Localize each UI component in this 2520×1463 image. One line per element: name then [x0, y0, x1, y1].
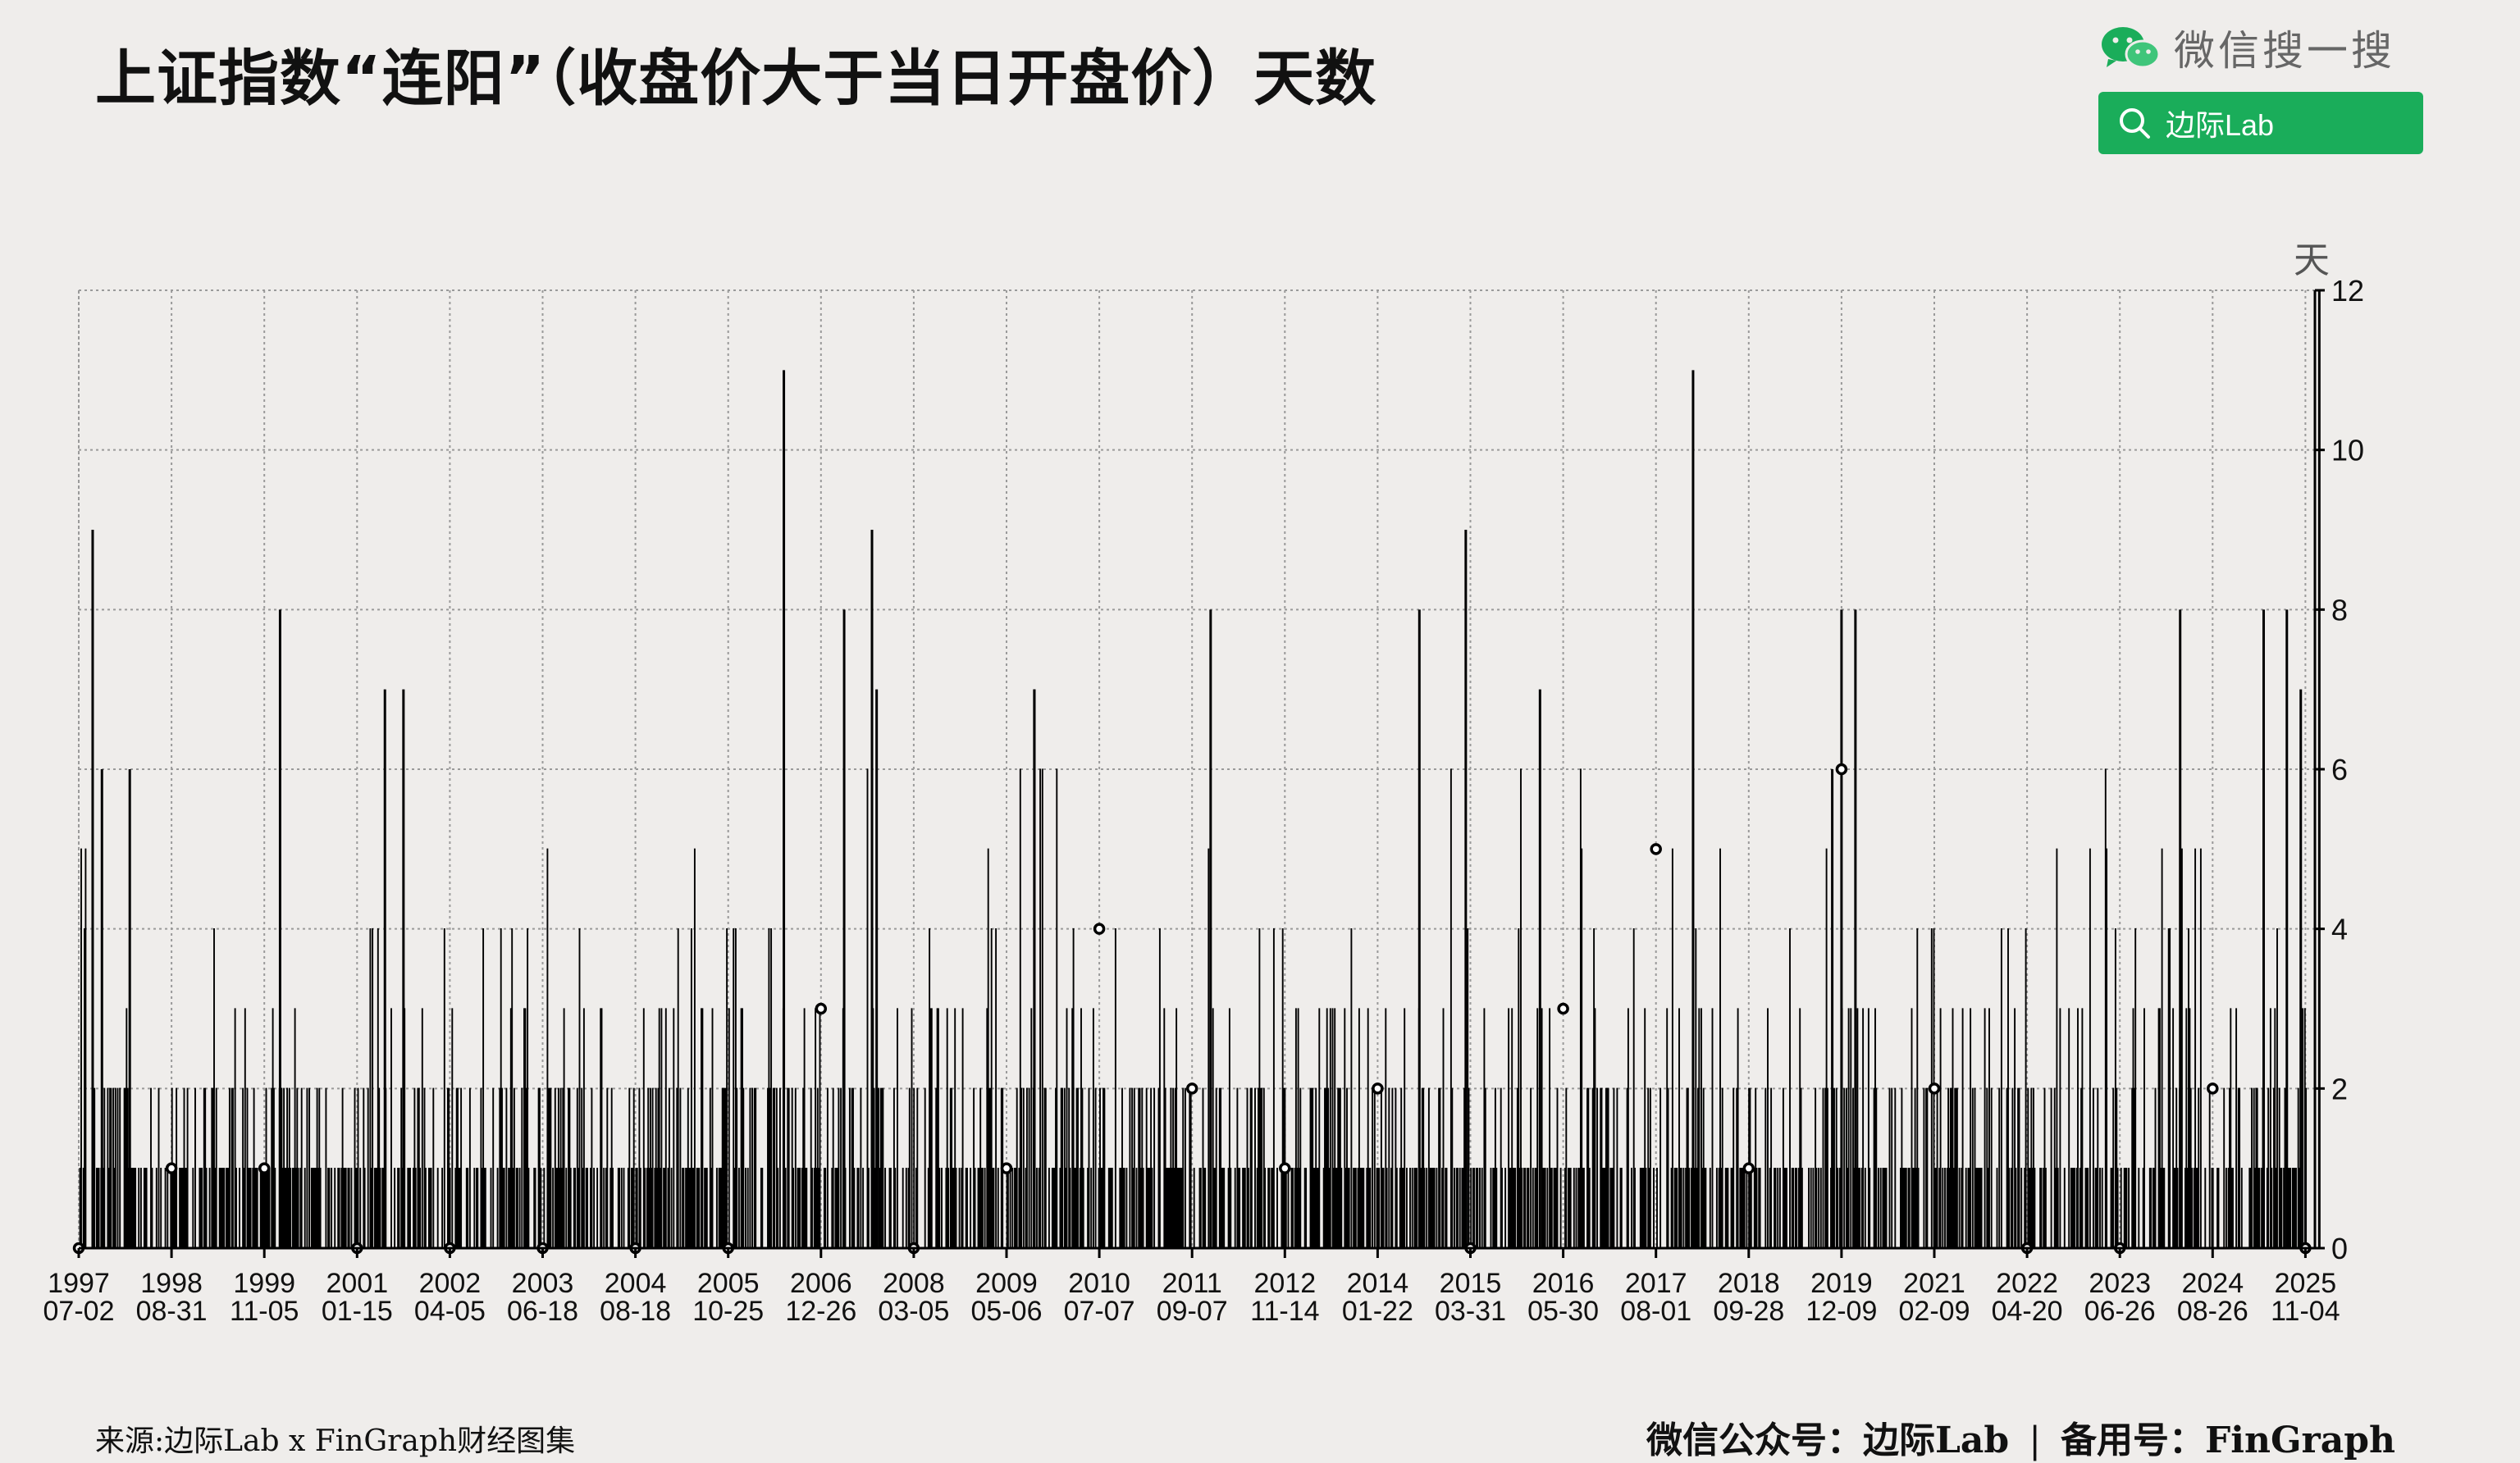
- x-tick-label-year: 2025: [2275, 1268, 2337, 1299]
- y-tick-label: 0: [2331, 1232, 2348, 1265]
- footer-backup-prefix: 备用号：: [2061, 1420, 2206, 1461]
- x-tick-label-year: 2010: [1068, 1268, 1130, 1299]
- x-tick-label-date: 02-09: [1899, 1296, 1970, 1327]
- magnifier-icon: [2120, 108, 2150, 139]
- y-tick-label: 6: [2331, 753, 2348, 786]
- x-tick-label-date: 06-18: [507, 1296, 578, 1327]
- data-point: [1093, 923, 1106, 935]
- x-tick-label-date: 11-04: [2271, 1296, 2340, 1327]
- x-tick-label-date: 01-15: [322, 1296, 393, 1327]
- wechat-header: 微信搜一搜: [2098, 16, 2395, 79]
- x-tick-label-date: 07-02: [43, 1296, 115, 1327]
- data-point: [1650, 843, 1662, 855]
- x-tick-label-date: 08-18: [600, 1296, 671, 1327]
- x-tick-label-date: 08-01: [1620, 1296, 1691, 1327]
- y-tick-label: 2: [2331, 1072, 2348, 1105]
- x-tick-label-date: 12-26: [785, 1296, 856, 1327]
- y-tick-label: 8: [2331, 593, 2348, 627]
- x-tick-label-year: 2019: [1810, 1268, 1873, 1299]
- x-tick-label-year: 2023: [2089, 1268, 2151, 1299]
- data-point: [1835, 763, 1848, 776]
- x-tick-label-year: 2002: [419, 1268, 482, 1299]
- x-tick-label-year: 1997: [48, 1268, 110, 1299]
- x-tick-label-date: 04-20: [1992, 1296, 2063, 1327]
- x-tick-label-year: 2015: [1440, 1268, 1502, 1299]
- footer-separator: |: [2029, 1420, 2042, 1461]
- x-tick-label-date: 01-22: [1342, 1296, 1413, 1327]
- x-tick-label-date: 08-26: [2177, 1296, 2248, 1327]
- footer-account-name: 边际Lab: [1862, 1420, 2010, 1461]
- wechat-search-badge: 微信搜一搜 边际Lab: [2098, 16, 2426, 157]
- footer-account-prefix: 微信公众号：: [1646, 1420, 1863, 1461]
- y-tick-label: 4: [2331, 913, 2348, 946]
- x-tick-label-year: 2001: [326, 1268, 388, 1299]
- data-point: [1372, 1082, 1384, 1095]
- wechat-logo-icon: [2102, 27, 2161, 69]
- x-tick-label-date: 11-14: [1250, 1296, 1319, 1327]
- x-tick-label-year: 2017: [1625, 1268, 1687, 1299]
- wechat-search-label: 微信搜一搜: [2174, 27, 2395, 75]
- x-tick-label-date: 04-05: [414, 1296, 486, 1327]
- x-tick-label-year: 2008: [883, 1268, 945, 1299]
- y-axis-label: 天: [2294, 239, 2330, 281]
- x-tick-label-year: 2012: [1253, 1268, 1316, 1299]
- data-point: [815, 1002, 828, 1015]
- data-point: [1000, 1162, 1013, 1174]
- x-tick-label-year: 2009: [975, 1268, 1038, 1299]
- x-tick-label-year: 2003: [512, 1268, 574, 1299]
- page-title: 上证指数“连阳”（收盘价大于当日开盘价）天数: [95, 43, 1377, 114]
- data-point: [1557, 1002, 1569, 1015]
- data-point: [2207, 1082, 2219, 1095]
- x-tick-label-date: 05-06: [971, 1296, 1043, 1327]
- x-tick-label-date: 11-05: [230, 1296, 299, 1327]
- x-tick-label-date: 08-31: [136, 1296, 208, 1327]
- x-tick-label-date: 03-31: [1435, 1296, 1506, 1327]
- x-tick-label-date: 09-28: [1713, 1296, 1784, 1327]
- x-tick-label-year: 2011: [1162, 1268, 1222, 1299]
- footer-source: 来源:边际Lab x FinGraph财经图集: [95, 1424, 576, 1458]
- x-tick-label-date: 10-25: [692, 1296, 764, 1327]
- x-tick-label-year: 2014: [1347, 1268, 1409, 1299]
- y-tick-label: 12: [2331, 274, 2364, 308]
- chart-markers: [72, 763, 2312, 1255]
- x-tick-label-year: 1999: [233, 1268, 295, 1299]
- x-tick-label-year: 2022: [1996, 1268, 2058, 1299]
- wechat-search-text: 边际Lab: [2166, 108, 2275, 142]
- x-tick-label-year: 2016: [1532, 1268, 1595, 1299]
- footer-account: 微信公众号：边际Lab | 备用号：FinGraph: [1646, 1411, 2395, 1463]
- data-point: [1279, 1162, 1291, 1174]
- x-tick-label-year: 2021: [1903, 1268, 1965, 1299]
- x-tick-label-year: 2018: [1718, 1268, 1780, 1299]
- data-point: [165, 1162, 178, 1174]
- x-tick-label-date: 09-07: [1157, 1296, 1228, 1327]
- footer-backup-name: FinGraph: [2205, 1420, 2395, 1461]
- x-tick-label-year: 2004: [605, 1268, 667, 1299]
- x-tick-label-year: 2024: [2181, 1268, 2244, 1299]
- x-tick-label-date: 12-09: [1806, 1296, 1877, 1327]
- data-point: [1928, 1082, 1941, 1095]
- x-tick-label-year: 1998: [140, 1268, 203, 1299]
- x-tick-label-date: 03-05: [878, 1296, 949, 1327]
- x-tick-label-year: 2005: [697, 1268, 760, 1299]
- data-point: [1742, 1162, 1755, 1174]
- x-tick-label-date: 07-07: [1064, 1296, 1135, 1327]
- x-tick-label-year: 2006: [790, 1268, 852, 1299]
- x-tick-label-date: 05-30: [1527, 1296, 1599, 1327]
- y-tick-label: 10: [2331, 434, 2364, 467]
- x-tick-label-date: 06-26: [2084, 1296, 2156, 1327]
- data-point: [258, 1162, 271, 1174]
- data-point: [1185, 1082, 1198, 1095]
- wechat-search-box[interactable]: 边际Lab: [2098, 92, 2423, 154]
